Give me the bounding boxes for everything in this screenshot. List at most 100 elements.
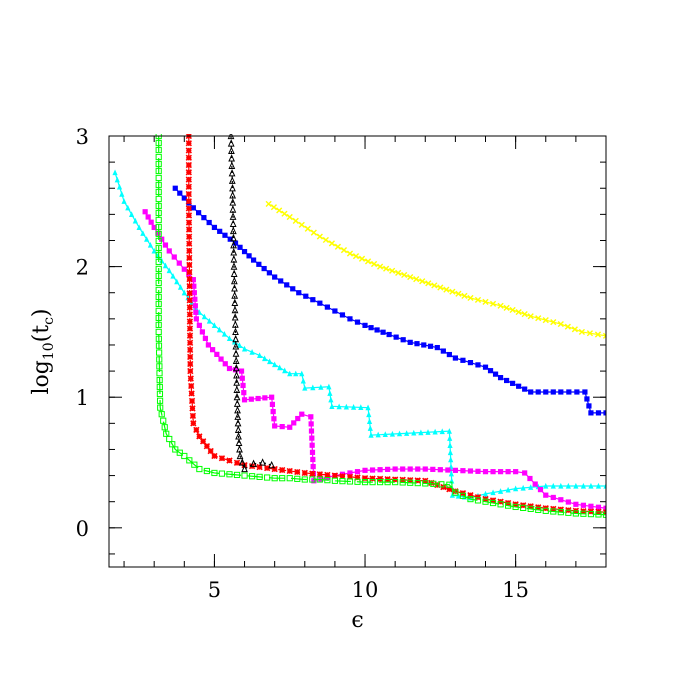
series-2-point [211,322,218,328]
series-3-point [145,214,151,220]
series-4-point [434,481,441,489]
series-4-point [316,471,324,478]
series-0-point [425,280,432,287]
series-5-point [399,479,406,486]
series-5-point [156,377,163,384]
series-6-point [230,262,238,270]
series-6-point [231,284,238,292]
x-tick-label: 15 [502,578,529,602]
series-2-point [257,352,263,359]
series-2-point [132,217,138,224]
series-5-point [467,495,474,503]
series-4-point [211,452,218,460]
series-6-point [228,169,236,177]
series-1-point [266,270,272,276]
series-1-point [211,224,218,231]
series-0-point [602,332,606,339]
series-2-point [404,430,410,436]
series-5-point [316,476,323,483]
series-2-point [565,482,571,489]
series-3-point [537,487,544,493]
series-5-point [155,335,162,342]
series-2-point [375,431,381,438]
series-1-point [393,334,399,340]
series-0-point [316,233,323,240]
series-5-point [155,321,162,329]
series-0 [265,200,606,339]
series-4-point [324,471,331,479]
series-5-point [155,209,162,217]
series-0-point [370,260,378,268]
series-5-point [155,188,162,196]
series-3-point [270,408,276,415]
series-6-point [229,183,236,192]
series-2-point [550,482,556,489]
series-3-point [199,329,205,335]
series-0-point [413,276,420,283]
series-1-point [603,410,606,416]
series-3-point [309,442,315,448]
series-2-point [505,486,511,493]
y-axis-label: log10(tc) [29,308,57,394]
series-5-point [156,349,163,356]
series-2-point [497,488,504,494]
series-6-point [227,139,235,147]
series-1-point [290,286,296,292]
series-3-point [148,219,154,225]
series-3-point [573,501,579,507]
series-1-point [487,368,494,374]
series-2-point [329,403,335,409]
series-0-point [419,278,426,285]
series-1-point [177,190,183,196]
series-4-point [189,412,197,420]
series-3-point [452,467,458,473]
series-4-point [369,475,376,482]
series-0-point [376,263,384,270]
series-1-point [310,297,316,303]
series-4-point [301,469,308,477]
series-5-point [155,279,162,287]
series-1-point [190,205,196,211]
series-5-point [489,499,497,507]
series-5-point [155,314,162,322]
series-4-point [446,485,453,493]
series-1-point [427,343,434,349]
series-3-point [527,475,533,482]
series-0-point [383,265,390,272]
series-5-point [550,508,557,515]
series-4 [185,134,606,516]
series-5-point [186,457,193,464]
series-5-line [158,136,606,516]
series-4-point [263,464,271,472]
series-5-point [474,497,482,504]
series-2-point [343,403,349,410]
series-2-point [174,278,180,285]
series-5-point [155,251,162,259]
series-3-point [310,456,316,463]
series-2-point [144,236,150,242]
series-0-point [449,288,456,295]
series-5-point [309,476,316,483]
series-3-point [311,478,317,484]
series-2-point [446,428,452,434]
series-4-point [185,147,192,154]
series-0-point [461,292,468,299]
series-1-point [407,339,413,345]
series-5-point [376,479,384,486]
series-4-point [339,473,346,480]
series-6-point [229,205,237,213]
series-6-point [230,255,238,263]
series-6-point [228,154,236,162]
series-1-point [368,325,374,331]
series-2-point [448,470,454,477]
series-1-point [434,344,440,351]
series-0-point [364,258,372,265]
series-2-point [439,428,445,435]
series-6-point [233,385,241,394]
series-4-point [286,467,293,475]
series-2-point [112,169,118,176]
series-2-point [116,183,123,190]
series-1-point [574,389,580,395]
series-4-point [226,457,233,464]
series-3-point [191,290,197,296]
